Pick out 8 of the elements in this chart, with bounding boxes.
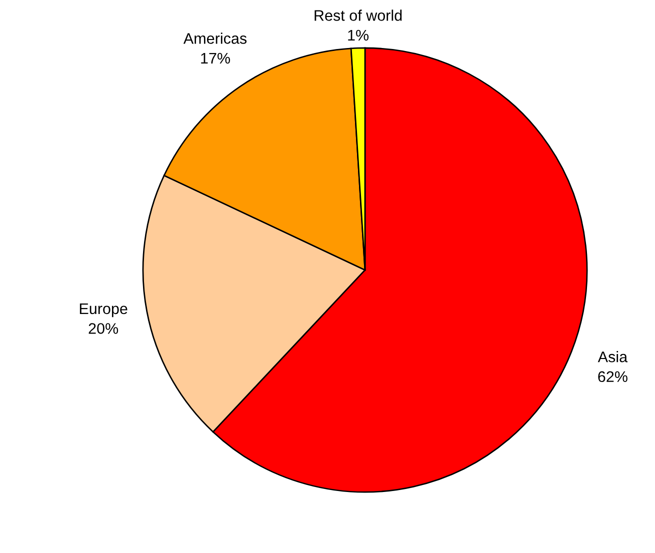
slice-label: Europe <box>80 303 128 318</box>
data-label: 1% <box>348 30 369 41</box>
data-label: 62% <box>598 371 628 382</box>
data-label: 17% <box>201 52 230 64</box>
slice-label: Rest of world <box>314 10 402 21</box>
slice-label: Asia <box>598 351 628 362</box>
slice-label: Americas <box>183 32 247 44</box>
data-label: 20% <box>88 323 118 334</box>
